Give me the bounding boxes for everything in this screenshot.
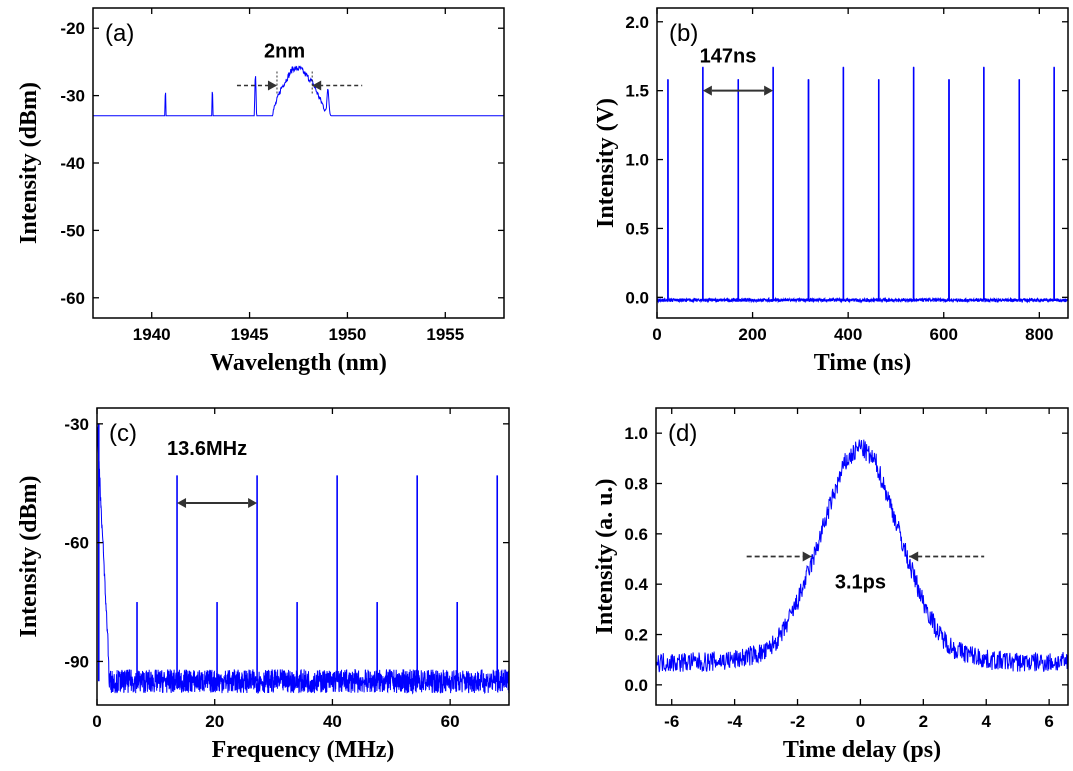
y-tick-label: -90 (64, 652, 89, 671)
y-axis-title: Intensity (dBm) (16, 82, 42, 244)
period-label: 147ns (700, 46, 757, 68)
x-tick-label: 2 (919, 712, 928, 731)
x-tick-label: 20 (205, 712, 224, 731)
panel-label: (b) (669, 20, 698, 47)
fwhm-label: 2nm (264, 41, 305, 63)
data-trace (97, 424, 509, 695)
data-trace (656, 439, 1068, 673)
y-tick-label: 0.0 (624, 676, 648, 695)
y-tick-label: -40 (60, 154, 85, 173)
panel-label: (c) (109, 420, 137, 447)
x-tick-label: 200 (738, 325, 766, 344)
y-tick-label: 0.4 (624, 575, 648, 594)
panel-d: -6 -4 -2 0 2 4 6 0.0 0.2 0.4 0.6 0.8 1.0 Time delay (… (592, 407, 1069, 763)
x-axis-title: Wavelength (nm) (210, 350, 387, 376)
x-tick-label: 1955 (426, 325, 464, 344)
x-tick-label: 0 (856, 712, 865, 731)
y-tick-label: 2.0 (625, 13, 649, 32)
y-tick-label: 0.8 (624, 475, 648, 494)
x-tick-label: 0 (92, 712, 101, 731)
plot-frame (655, 407, 1069, 706)
y-tick-label: -20 (60, 19, 85, 38)
x-tick-label: 0 (652, 325, 661, 344)
y-axis-title: Intensity (a. u.) (592, 478, 618, 634)
x-tick-label: 600 (930, 325, 958, 344)
period-arrowhead-right (764, 85, 774, 96)
y-tick-label: 0.0 (625, 288, 649, 307)
x-tick-label: 60 (441, 712, 460, 731)
data-trace (657, 66, 1068, 304)
y-tick-label: -30 (64, 415, 89, 434)
y-tick-label: -60 (64, 534, 89, 553)
panel-b: 0 200 400 600 800 0.0 0.5 1.0 1.5 2.0 Time (ns) Int… (593, 7, 1069, 376)
x-axis-title: Time delay (ps) (783, 737, 941, 763)
fwhm-right-arrowhead (312, 80, 322, 91)
y-tick-label: 1.5 (625, 82, 649, 101)
panel-a: 1940 1945 1950 1955 -60 -50 -40 -30 -20 Wavelengt… (16, 7, 505, 376)
x-tick-label: 400 (834, 325, 862, 344)
width-right-arrowhead (909, 551, 919, 562)
y-tick-label: 1.0 (624, 424, 648, 443)
width-label: 3.1ps (835, 572, 886, 594)
x-tick-label: 4 (981, 712, 991, 731)
width-left-arrowhead (802, 551, 812, 562)
x-tick-label: 1945 (231, 325, 269, 344)
x-tick-label: -6 (664, 712, 679, 731)
panel-label: (d) (668, 420, 697, 447)
panel-c: 0 20 40 60 -90 -60 -30 Frequency (MHz) Intensity… (16, 407, 510, 763)
panel-label: (a) (105, 20, 134, 47)
plot-frame (96, 407, 510, 706)
y-tick-label: 0.2 (624, 626, 648, 645)
x-tick-label: 800 (1025, 325, 1053, 344)
x-tick-label: 1940 (133, 325, 171, 344)
x-tick-label: -4 (727, 712, 743, 731)
x-tick-label: 40 (323, 712, 342, 731)
y-tick-label: 0.5 (625, 219, 649, 238)
y-tick-label: 1.0 (625, 151, 649, 170)
y-axis-title: Intensity (V) (593, 98, 619, 228)
y-tick-label: -50 (60, 221, 85, 240)
y-axis-title: Intensity (dBm) (16, 475, 42, 637)
period-label: 13.6MHz (167, 438, 247, 460)
plot-frame (656, 7, 1069, 319)
fwhm-left-arrowhead (267, 80, 277, 91)
x-tick-label: 6 (1044, 712, 1053, 731)
y-tick-label: -60 (60, 289, 85, 308)
x-tick-label: -2 (790, 712, 805, 731)
y-tick-label: 0.6 (624, 525, 648, 544)
period-arrowhead-left (177, 498, 187, 509)
x-axis-title: Frequency (MHz) (212, 737, 395, 763)
x-axis-title: Time (ns) (814, 350, 912, 376)
x-tick-label: 1950 (329, 325, 367, 344)
data-trace (93, 65, 504, 117)
period-arrowhead-left (702, 85, 712, 96)
y-tick-label: -30 (60, 87, 85, 106)
period-arrowhead-right (248, 498, 258, 509)
